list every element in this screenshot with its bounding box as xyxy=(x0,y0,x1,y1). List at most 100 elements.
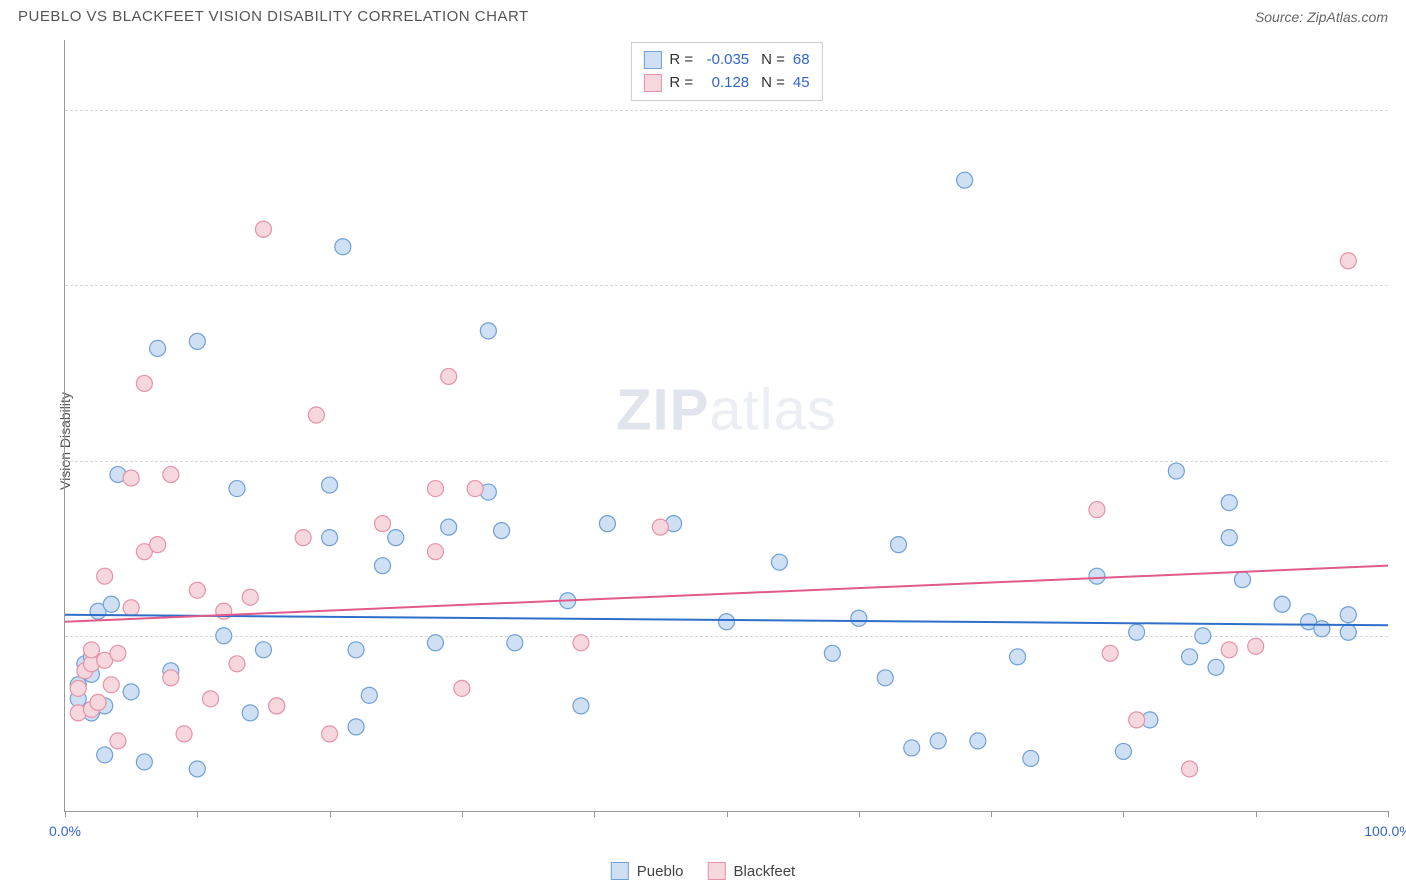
data-point xyxy=(1340,253,1356,269)
data-point xyxy=(441,368,457,384)
x-tick xyxy=(859,811,860,817)
data-point xyxy=(454,680,470,696)
data-point xyxy=(375,558,391,574)
x-tick xyxy=(594,811,595,817)
data-point xyxy=(242,589,258,605)
data-point xyxy=(242,705,258,721)
data-point xyxy=(1221,495,1237,511)
data-point xyxy=(719,614,735,630)
data-point xyxy=(1340,624,1356,640)
data-point xyxy=(1221,530,1237,546)
data-point xyxy=(441,519,457,535)
data-point xyxy=(255,221,271,237)
n-label: N = xyxy=(761,72,785,95)
data-point xyxy=(599,516,615,532)
data-point xyxy=(123,684,139,700)
chart-title: PUEBLO VS BLACKFEET VISION DISABILITY CO… xyxy=(18,8,529,25)
data-point xyxy=(1314,621,1330,637)
data-point xyxy=(573,635,589,651)
n-value-pueblo: 68 xyxy=(793,49,810,72)
data-point xyxy=(123,600,139,616)
source-label: Source: ZipAtlas.com xyxy=(1255,9,1388,25)
data-point xyxy=(229,481,245,497)
data-point xyxy=(1182,761,1198,777)
x-tick xyxy=(991,811,992,817)
data-point xyxy=(189,761,205,777)
data-point xyxy=(150,537,166,553)
chart-container: Vision Disability R = -0.035 N = 68 R = … xyxy=(18,40,1388,842)
y-tick-label: 10.0% xyxy=(1394,453,1406,469)
data-point xyxy=(97,568,113,584)
x-tick xyxy=(197,811,198,817)
data-point xyxy=(348,719,364,735)
data-point xyxy=(1182,649,1198,665)
data-point xyxy=(308,407,324,423)
data-point xyxy=(507,635,523,651)
data-point xyxy=(1221,642,1237,658)
n-value-blackfeet: 45 xyxy=(793,72,810,95)
data-point xyxy=(70,680,86,696)
x-tick xyxy=(727,811,728,817)
data-point xyxy=(388,530,404,546)
r-label: R = xyxy=(669,72,693,95)
data-point xyxy=(427,544,443,560)
data-point xyxy=(573,698,589,714)
data-point xyxy=(322,477,338,493)
data-point xyxy=(970,733,986,749)
data-point xyxy=(1208,659,1224,675)
stats-legend: R = -0.035 N = 68 R = 0.128 N = 45 xyxy=(630,42,822,101)
y-tick-label: 20.0% xyxy=(1394,102,1406,118)
data-point xyxy=(1010,649,1026,665)
data-point xyxy=(335,239,351,255)
data-point xyxy=(189,333,205,349)
swatch-pueblo xyxy=(643,51,661,69)
data-point xyxy=(90,694,106,710)
stats-row-blackfeet: R = 0.128 N = 45 xyxy=(643,72,809,95)
scatter-svg xyxy=(65,40,1388,811)
r-label: R = xyxy=(669,49,693,72)
data-point xyxy=(163,670,179,686)
data-point xyxy=(136,375,152,391)
data-point xyxy=(136,754,152,770)
n-label: N = xyxy=(761,49,785,72)
data-point xyxy=(322,726,338,742)
data-point xyxy=(375,516,391,532)
data-point xyxy=(1089,502,1105,518)
y-tick-label: 15.0% xyxy=(1394,277,1406,293)
data-point xyxy=(467,481,483,497)
legend-item-pueblo: Pueblo xyxy=(611,862,684,880)
legend-label-pueblo: Pueblo xyxy=(637,863,684,880)
data-point xyxy=(652,519,668,535)
data-point xyxy=(1274,596,1290,612)
data-point xyxy=(1023,750,1039,766)
data-point xyxy=(123,470,139,486)
data-point xyxy=(216,628,232,644)
data-point xyxy=(904,740,920,756)
legend-item-blackfeet: Blackfeet xyxy=(708,862,796,880)
data-point xyxy=(269,698,285,714)
data-point xyxy=(103,596,119,612)
data-point xyxy=(930,733,946,749)
x-tick xyxy=(330,811,331,817)
data-point xyxy=(110,733,126,749)
data-point xyxy=(771,554,787,570)
data-point xyxy=(110,645,126,661)
data-point xyxy=(1195,628,1211,644)
data-point xyxy=(427,481,443,497)
data-point xyxy=(1102,645,1118,661)
data-point xyxy=(480,323,496,339)
series-legend: Pueblo Blackfeet xyxy=(611,862,795,880)
data-point xyxy=(348,642,364,658)
data-point xyxy=(97,747,113,763)
swatch-blackfeet xyxy=(643,74,661,92)
data-point xyxy=(877,670,893,686)
x-tick xyxy=(1123,811,1124,817)
data-point xyxy=(890,537,906,553)
data-point xyxy=(957,172,973,188)
data-point xyxy=(255,642,271,658)
swatch-blackfeet xyxy=(708,862,726,880)
legend-label-blackfeet: Blackfeet xyxy=(734,863,796,880)
data-point xyxy=(824,645,840,661)
data-point xyxy=(427,635,443,651)
stats-row-pueblo: R = -0.035 N = 68 xyxy=(643,49,809,72)
